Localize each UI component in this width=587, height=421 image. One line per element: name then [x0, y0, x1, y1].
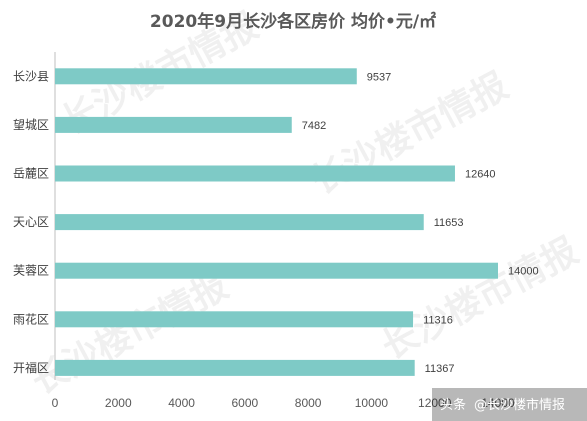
category-label: 长沙县	[13, 69, 49, 83]
data-label: 14000	[508, 266, 539, 278]
x-tick-label: 4000	[168, 396, 195, 410]
category-label: 雨花区	[13, 311, 49, 326]
bar	[55, 214, 424, 231]
data-label: 9537	[367, 71, 391, 83]
bar	[55, 116, 292, 133]
category-label: 岳麓区	[13, 167, 49, 181]
category-label: 开福区	[13, 360, 49, 375]
data-label: 11316	[423, 314, 453, 326]
x-tick-label: 14000	[481, 396, 515, 410]
data-label: 12640	[465, 169, 496, 181]
source-credit: 头条 @长沙楼市情报	[432, 388, 587, 421]
data-label: 7482	[302, 120, 326, 132]
credit-backdrop	[432, 388, 587, 421]
data-label: 11653	[434, 217, 464, 229]
category-label: 天心区	[13, 215, 49, 229]
bar	[55, 165, 455, 182]
chart-title: 2020年9月长沙各区房价 均价•元/㎡	[150, 11, 436, 32]
bar	[55, 359, 415, 376]
bar	[55, 68, 357, 85]
category-label: 芙蓉区	[13, 264, 49, 278]
credit-prefix: 头条	[440, 397, 466, 413]
x-tick-label: 2000	[105, 396, 132, 410]
x-tick-label: 12000	[418, 396, 452, 410]
bar	[55, 311, 414, 328]
x-tick-label: 0	[52, 396, 59, 410]
bar	[55, 262, 498, 279]
x-tick-label: 6000	[232, 396, 259, 410]
credit-handle: @长沙楼市情报	[474, 397, 565, 413]
x-tick-label: 10000	[355, 396, 389, 410]
data-label: 11367	[425, 363, 455, 375]
category-label: 望城区	[13, 118, 49, 132]
x-tick-label: 8000	[295, 396, 322, 410]
